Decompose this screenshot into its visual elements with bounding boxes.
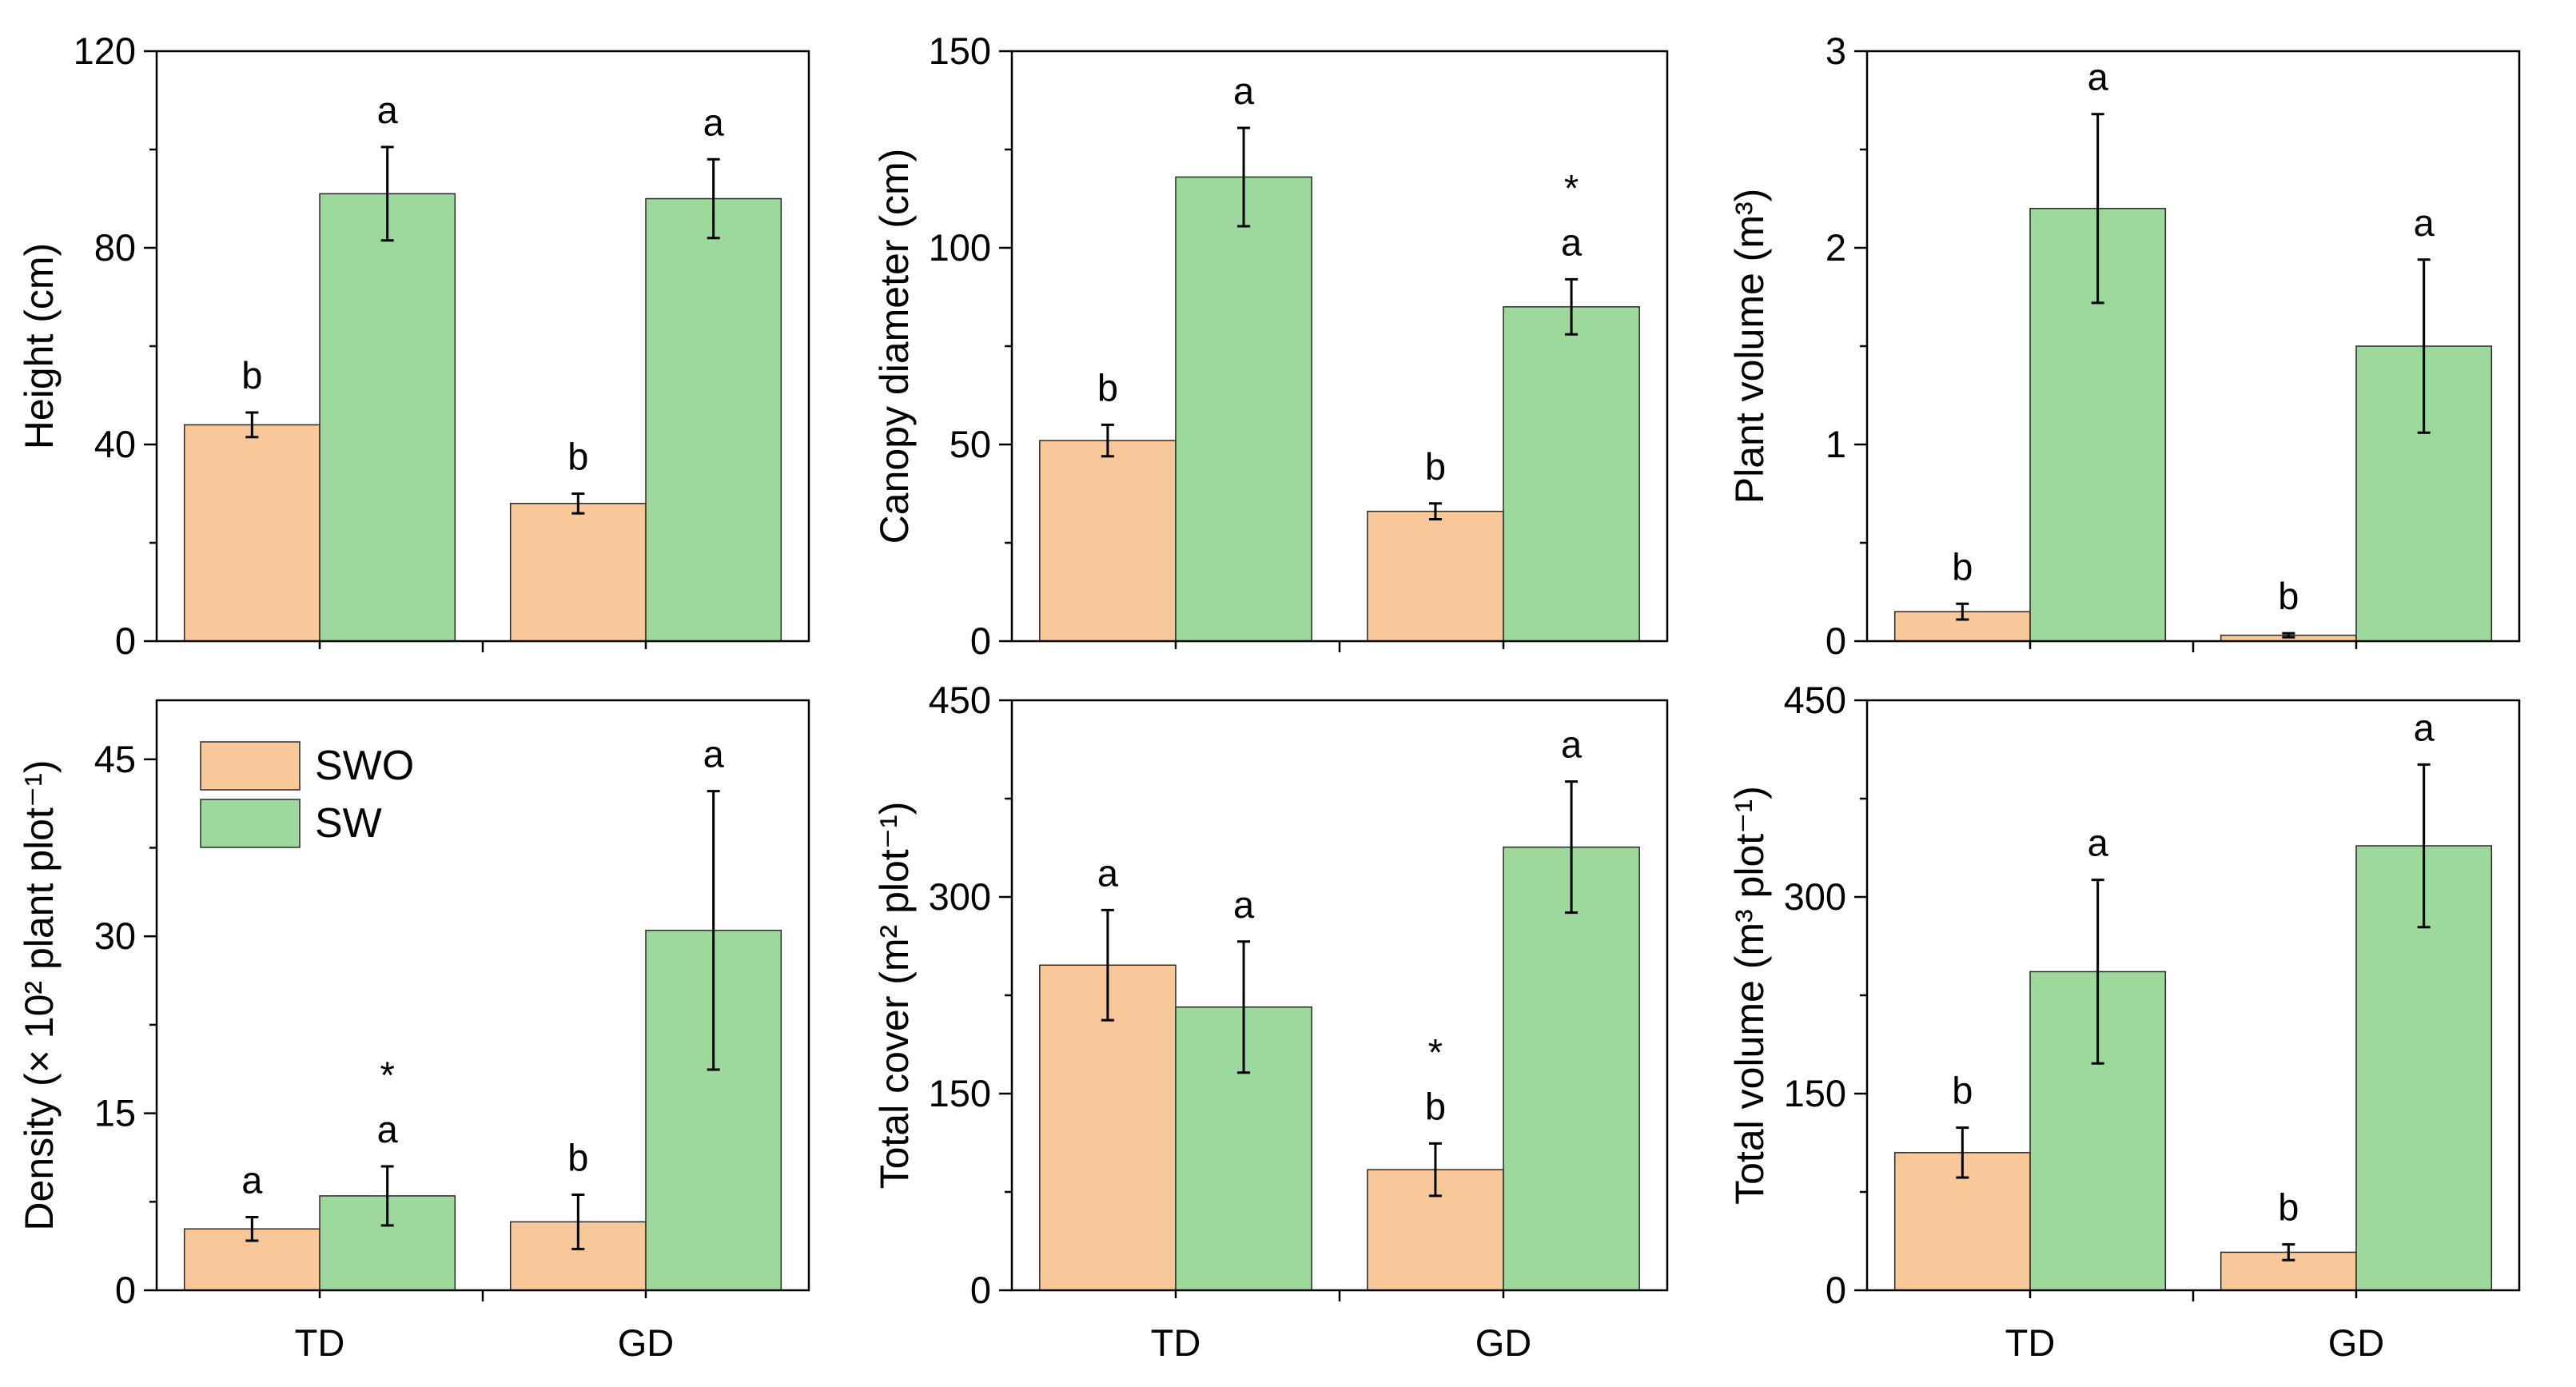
chart-panel-5: a a TD b * a GD 0 150 300 450 Total cover (m² plot⁻… (872, 679, 1669, 1364)
bar-SW-TD (1175, 176, 1312, 642)
y-tick-label: 300 (1784, 875, 1846, 918)
significance-letter: b (2278, 575, 2299, 617)
chart-panel-6: b a TD b a GD 0 150 300 450 Total volume (m³ plot⁻… (1727, 679, 2521, 1364)
legend-swatch-SW (200, 799, 301, 848)
y-axis-label: Canopy diameter (cm) (872, 149, 917, 544)
y-tick-label: 2 (1825, 226, 1846, 269)
significance-letter: b (1425, 445, 1446, 488)
y-tick-label: 1 (1825, 423, 1846, 465)
significance-letter: b (1425, 1085, 1446, 1127)
y-tick-label: 100 (929, 226, 991, 269)
significance-letter: a (2414, 706, 2435, 748)
significance-letter: a (1233, 70, 1255, 112)
plot-frame (1010, 699, 1669, 1292)
bar-SW-GD (1503, 306, 1640, 642)
y-axis-label: Total volume (m³ plot⁻¹) (1727, 786, 1772, 1205)
significance-letter: a (1561, 221, 1583, 263)
y-axis-label: Height (cm) (17, 243, 62, 449)
significance-letter: b (567, 1136, 588, 1178)
bar-SW-TD (319, 193, 456, 642)
y-tick-label: 150 (929, 30, 991, 72)
significance-letter: b (241, 354, 262, 397)
y-tick-label: 120 (74, 30, 136, 72)
y-axis-label: Plant volume (m³) (1727, 189, 1772, 504)
significance-star: * (380, 1054, 395, 1096)
y-axis-label: Total cover (m² plot⁻¹) (872, 802, 917, 1190)
significance-letter: a (703, 733, 725, 775)
y-tick-label: 0 (115, 1269, 136, 1311)
y-tick-label: 15 (94, 1092, 136, 1134)
y-tick-label: 80 (94, 226, 136, 269)
y-tick-label: 150 (1784, 1072, 1846, 1114)
plot-frame (155, 50, 810, 643)
y-tick-label: 150 (929, 1072, 991, 1114)
plot-frame (1010, 50, 1669, 643)
significance-letter: b (2278, 1186, 2299, 1229)
significance-star: * (1564, 166, 1579, 209)
bar-SWO-GD (1367, 510, 1504, 642)
significance-letter: a (703, 101, 725, 143)
x-tick-label: TD (2005, 1321, 2056, 1364)
significance-letter: b (567, 436, 588, 478)
legend-swatch-SWO (200, 741, 301, 791)
x-tick-label: GD (618, 1321, 675, 1364)
significance-letter: b (1952, 545, 1973, 588)
plot-frame (1865, 699, 2521, 1292)
y-tick-label: 45 (94, 738, 136, 780)
significance-letter: a (241, 1158, 263, 1201)
bar-SWO-TD (183, 424, 321, 642)
chart-panel-2: b a b a * 0 50 100 150 Canopy diameter (cm) (872, 30, 1669, 662)
chart-panel-1: b a b a 0 40 80 120 Height (cm) (17, 30, 810, 662)
significance-star: * (1428, 1030, 1443, 1073)
legend: SWO SW (200, 741, 414, 848)
x-tick-label: GD (1475, 1321, 1532, 1364)
y-tick-label: 0 (1825, 620, 1846, 662)
y-tick-label: 450 (929, 679, 991, 721)
significance-letter: a (1097, 851, 1119, 894)
chart-panel-3: b a b a 0 1 2 3 Plant volume (m³) (1727, 30, 2521, 662)
significance-letter: b (1952, 1070, 1973, 1112)
significance-letter: a (2088, 56, 2109, 98)
significance-letter: a (1561, 723, 1583, 766)
significance-letter: a (2414, 201, 2435, 244)
y-tick-label: 3 (1825, 30, 1846, 72)
bar-SW-GD (1503, 846, 1640, 1291)
significance-letter: a (1233, 883, 1255, 926)
legend-label-SWO: SWO (315, 743, 414, 789)
plot-frame (1865, 50, 2521, 643)
x-tick-label: TD (295, 1321, 345, 1364)
plot-frame (155, 699, 810, 1292)
significance-letter: a (2088, 822, 2109, 864)
legend-label-SW: SW (315, 800, 382, 847)
y-tick-label: 0 (1825, 1269, 1846, 1311)
y-tick-label: 450 (1784, 679, 1846, 721)
y-tick-label: 300 (929, 875, 991, 918)
y-tick-label: 0 (115, 620, 136, 662)
significance-letter: a (377, 1108, 399, 1150)
significance-letter: b (1097, 366, 1118, 409)
chart-panel-4: a a * TD b a GD 0 15 30 45 Density (× 10² plant plo… (17, 699, 810, 1364)
y-tick-label: 0 (970, 620, 991, 662)
x-tick-label: GD (2328, 1321, 2385, 1364)
y-tick-label: 40 (94, 423, 136, 465)
y-tick-label: 50 (950, 423, 991, 465)
bar-SWO-TD (1039, 440, 1177, 642)
y-tick-label: 30 (94, 915, 136, 957)
y-axis-label: Density (× 10² plant plot⁻¹) (17, 759, 62, 1230)
bar-SW-GD (645, 197, 782, 642)
x-tick-label: TD (1151, 1321, 1201, 1364)
bar-SWO-GD (509, 503, 647, 642)
y-tick-label: 0 (970, 1269, 991, 1311)
significance-letter: a (377, 89, 399, 131)
